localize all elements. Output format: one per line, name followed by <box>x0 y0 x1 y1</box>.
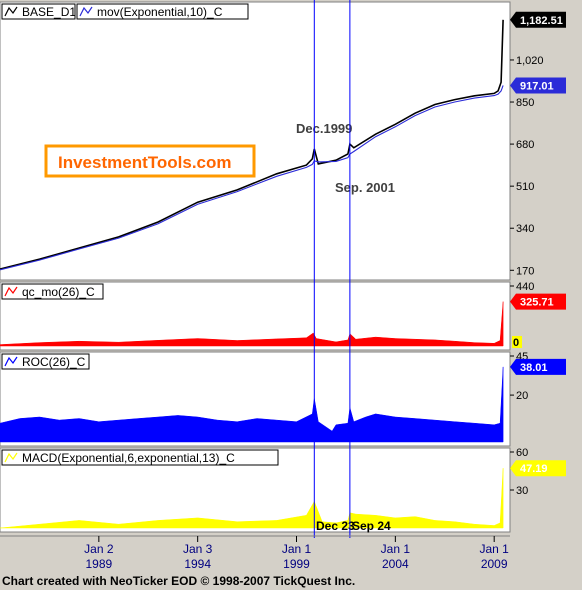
footer-credit: Chart created with NeoTicker EOD © 1998-… <box>2 574 356 588</box>
x-tick-label-bottom: 2009 <box>481 557 508 571</box>
panel-title: ROC(26)_C <box>22 355 86 369</box>
x-tick-label-top: Jan 1 <box>480 542 510 556</box>
last-value-label: 1,182.51 <box>520 15 563 27</box>
panel-1: 440 325.71 0 qc_mo(26)_C <box>0 281 566 351</box>
baseline-label: 0 <box>513 337 519 349</box>
indicator-area <box>0 301 504 347</box>
last-value-tag-2 <box>510 77 566 94</box>
last-value-label: 325.71 <box>520 297 554 309</box>
panel-title-icon-2 <box>79 6 93 17</box>
last-value-label: 47.19 <box>520 463 548 475</box>
chart-canvas: 1,020 850 680 510 340 170 1,182.51 917.01 BASE_D… <box>0 0 566 571</box>
panel-title-box-2 <box>76 3 249 20</box>
annotation-dec-23: Dec 23 <box>316 519 355 533</box>
price-series-line-0 <box>0 19 504 270</box>
y-tick-label: 60 <box>516 447 528 459</box>
panel-title: BASE_D1 <box>22 5 76 19</box>
annotation-sep-24: Sep 24 <box>352 519 391 533</box>
indicator-area <box>0 468 504 529</box>
last-value-tag <box>510 460 566 477</box>
panel-title-icon <box>4 452 18 463</box>
highlight-label: InvestmentTools.com <box>58 153 232 172</box>
y-tick-label: 340 <box>516 223 534 235</box>
x-tick-label-top: Jan 2 <box>84 542 114 556</box>
last-value-tag <box>510 11 566 28</box>
panel-3: 60 30 47.19 MACD(Exponential,6,exponential,… <box>0 447 566 533</box>
last-value-tag <box>510 358 566 375</box>
y-tick-label: 170 <box>516 265 534 277</box>
y-tick-label: 680 <box>516 139 534 151</box>
y-tick-label: 440 <box>516 281 534 293</box>
highlight-box <box>44 144 256 178</box>
x-tick-label-bottom: 1994 <box>184 557 211 571</box>
y-tick-label: 30 <box>516 485 528 497</box>
panel-title-icon <box>4 356 18 367</box>
x-tick-label-top: Jan 1 <box>282 542 312 556</box>
last-value-tag <box>510 293 566 310</box>
panel-title: qc_mo(26)_C <box>22 285 95 299</box>
panel-title-2: mov(Exponential,10)_C <box>97 5 223 19</box>
y-tick-label: 850 <box>516 97 534 109</box>
x-tick-label-bottom: 1999 <box>283 557 310 571</box>
y-tick-label: 1,020 <box>516 55 544 67</box>
annotation-dec-1999: Dec.1999 <box>296 121 352 136</box>
panel-title-icon <box>4 6 18 17</box>
x-tick-label-top: Jan 1 <box>381 542 411 556</box>
x-tick-label-top: Jan 3 <box>183 542 213 556</box>
price-series-line-1 <box>0 85 504 271</box>
x-tick-label-bottom: 2004 <box>382 557 409 571</box>
panel-title-box <box>1 353 90 370</box>
x-tick-label-bottom: 1989 <box>85 557 112 571</box>
panel-background <box>0 1 511 281</box>
panel-title-box <box>1 283 104 300</box>
last-value-label: 38.01 <box>520 362 548 374</box>
panel-title-box <box>1 3 76 20</box>
y-tick-label: 510 <box>516 181 534 193</box>
panel-title: MACD(Exponential,6,exponential,13)_C <box>22 451 235 465</box>
last-value-label-2: 917.01 <box>520 80 554 92</box>
annotation-sep-2001: Sep. 2001 <box>335 180 395 195</box>
panel-title-icon <box>4 286 18 297</box>
panel-0: 1,020 850 680 510 340 170 1,182.51 917.01 BASE_D… <box>0 1 566 281</box>
y-tick-label: 20 <box>516 390 528 402</box>
panel-title-box <box>1 449 279 466</box>
baseline-tag <box>512 336 522 348</box>
